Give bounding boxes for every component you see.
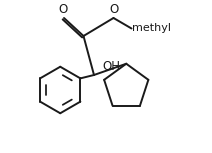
Text: OH: OH <box>102 60 120 73</box>
Text: methyl: methyl <box>132 23 171 33</box>
Text: O: O <box>59 3 68 16</box>
Text: O: O <box>110 3 119 16</box>
